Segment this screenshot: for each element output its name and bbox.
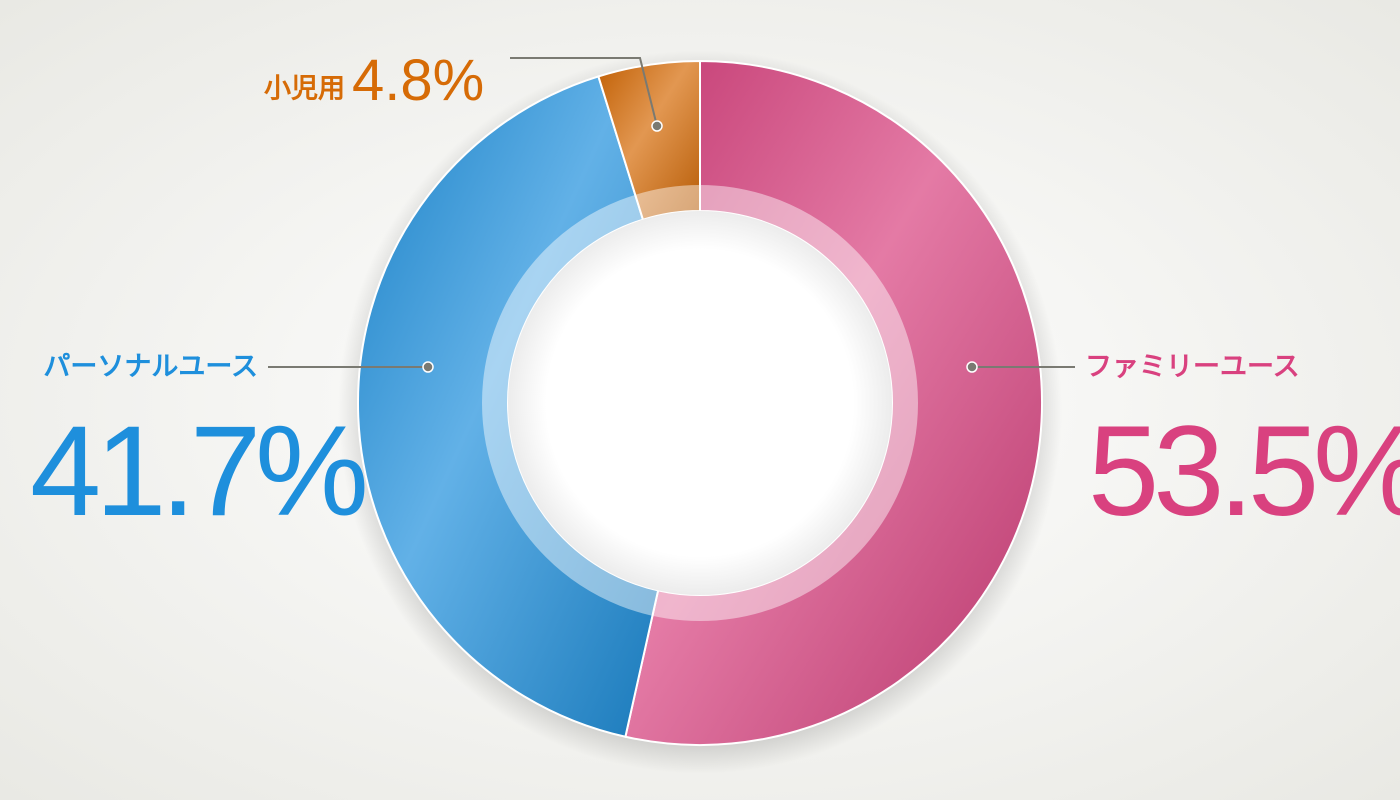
leader-dot <box>966 361 978 373</box>
value-label: 41.7% <box>30 400 365 543</box>
category-label: 小児用 <box>264 74 345 105</box>
value-label: 53.5% <box>1088 400 1400 543</box>
hole <box>508 211 892 595</box>
inner-band <box>482 185 918 621</box>
leader-dot <box>651 120 663 132</box>
leader-line <box>510 57 658 127</box>
category-label: ファミリーユース <box>1085 352 1300 383</box>
leader-dot <box>422 361 434 373</box>
category-label: パーソナルユース <box>43 352 258 383</box>
value-label: 4.8% <box>352 48 484 113</box>
